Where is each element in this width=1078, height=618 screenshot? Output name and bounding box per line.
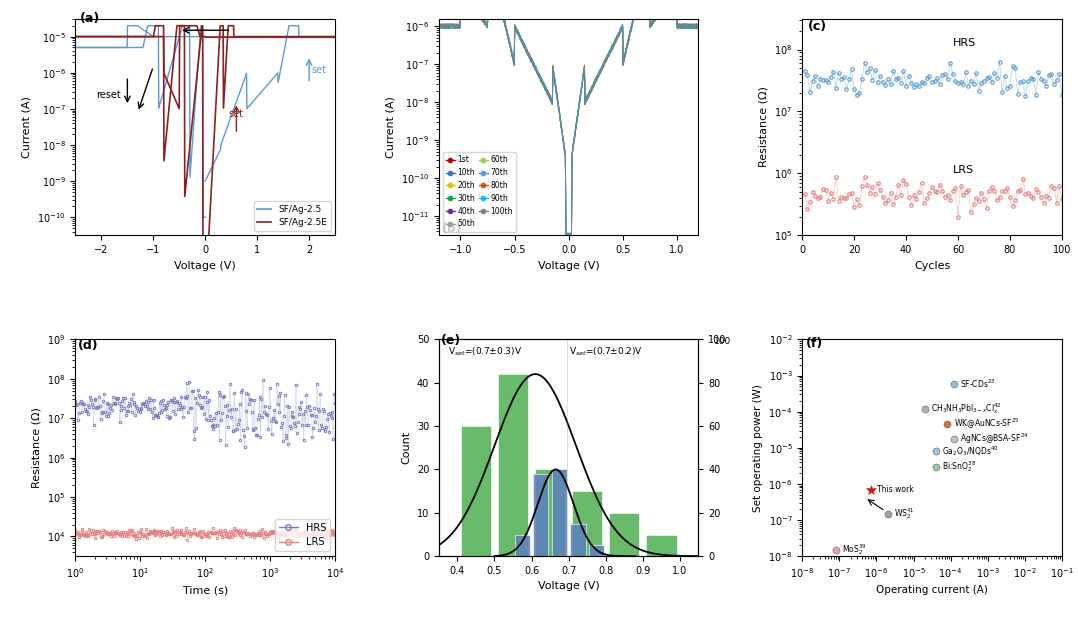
- X-axis label: Cycles: Cycles: [914, 261, 950, 271]
- Legend: SF/Ag-2.5, SF/Ag-2.5E: SF/Ag-2.5, SF/Ag-2.5E: [253, 201, 331, 231]
- Text: Ga$_2$O$_3$/NQDs$^{40}$: Ga$_2$O$_3$/NQDs$^{40}$: [942, 444, 999, 459]
- Text: (b): (b): [442, 221, 462, 235]
- Bar: [646, 535, 677, 556]
- X-axis label: Time (s): Time (s): [182, 585, 227, 595]
- Bar: [570, 523, 585, 556]
- Bar: [589, 545, 604, 556]
- Legend: 1st, 10th, 20th, 30th, 40th, 50th, 60th, 70th, 80th, 90th, 100th: 1st, 10th, 20th, 30th, 40th, 50th, 60th,…: [443, 152, 515, 232]
- Text: (f): (f): [806, 337, 824, 350]
- Bar: [498, 374, 528, 556]
- Text: HRS: HRS: [953, 38, 976, 48]
- X-axis label: Operating current (A): Operating current (A): [876, 585, 987, 595]
- X-axis label: Voltage (V): Voltage (V): [538, 582, 599, 591]
- Y-axis label: Count: Count: [401, 431, 411, 464]
- Bar: [534, 474, 549, 556]
- Text: (c): (c): [807, 20, 827, 33]
- Text: V$_{set}$=(0.7±0.3)V: V$_{set}$=(0.7±0.3)V: [448, 345, 523, 358]
- X-axis label: Voltage (V): Voltage (V): [538, 261, 599, 271]
- Bar: [572, 491, 603, 556]
- Text: AgNCs@BSA-SF$^{24}$: AgNCs@BSA-SF$^{24}$: [960, 431, 1028, 446]
- Text: set: set: [229, 109, 244, 119]
- Text: (d): (d): [78, 339, 99, 352]
- Text: LRS: LRS: [953, 166, 973, 176]
- Y-axis label: Set operating power (W): Set operating power (W): [752, 384, 763, 512]
- Bar: [609, 513, 639, 556]
- Text: (e): (e): [441, 334, 461, 347]
- Text: 100: 100: [714, 337, 731, 345]
- Text: V$_{set}$=(0.7±0.2)V: V$_{set}$=(0.7±0.2)V: [569, 345, 642, 358]
- Y-axis label: Resistance (Ω): Resistance (Ω): [31, 407, 42, 488]
- Y-axis label: Current (A): Current (A): [385, 96, 396, 158]
- Text: This work: This work: [877, 485, 914, 494]
- Bar: [535, 470, 565, 556]
- X-axis label: Voltage (V): Voltage (V): [175, 261, 236, 271]
- Text: Bi:SnO$_2^{38}$: Bi:SnO$_2^{38}$: [942, 459, 977, 474]
- Text: set: set: [312, 65, 327, 75]
- Bar: [460, 426, 492, 556]
- Text: WK@AuNCs-SF$^{25}$: WK@AuNCs-SF$^{25}$: [954, 417, 1019, 431]
- Legend: HRS, LRS: HRS, LRS: [275, 519, 330, 551]
- Text: WS$_2^{41}$: WS$_2^{41}$: [894, 506, 915, 521]
- Bar: [552, 470, 567, 556]
- Text: MoS$_2^{39}$: MoS$_2^{39}$: [842, 543, 867, 557]
- Y-axis label: Current (A): Current (A): [22, 96, 31, 158]
- Text: SF-CDs$^{23}$: SF-CDs$^{23}$: [960, 378, 996, 390]
- Bar: [514, 535, 530, 556]
- Y-axis label: Resistance (Ω): Resistance (Ω): [759, 87, 769, 167]
- Text: reset: reset: [96, 90, 121, 100]
- Text: (a): (a): [80, 12, 100, 25]
- Text: CH$_3$NH$_3$PbI$_{3-x}$Cl$_x^{42}$: CH$_3$NH$_3$PbI$_{3-x}$Cl$_x^{42}$: [931, 401, 1001, 417]
